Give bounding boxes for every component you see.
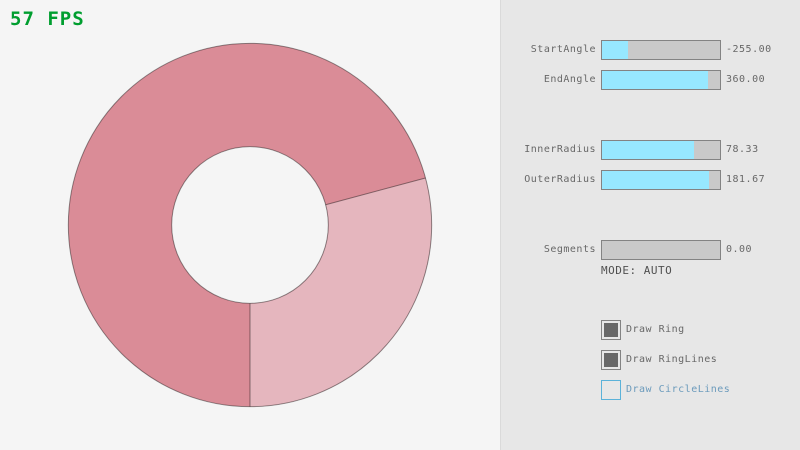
end-angle-slider-fill: [602, 71, 709, 89]
segments-value: 0.00: [726, 244, 753, 255]
slider-row-end-angle: EndAngle 360.00: [501, 70, 800, 90]
slider-row-segments: Segments 0.00: [501, 240, 800, 260]
end-angle-label: EndAngle: [543, 74, 596, 85]
outer-radius-slider[interactable]: [601, 170, 721, 190]
outer-radius-label: OuterRadius: [524, 174, 596, 185]
segments-label: Segments: [543, 244, 596, 255]
draw-ring-checkbox[interactable]: [601, 320, 621, 340]
segments-mode-text: MODE: AUTO: [601, 264, 673, 277]
start-angle-slider-fill: [602, 41, 628, 59]
checkmark-fill: [604, 323, 618, 337]
inner-radius-slider[interactable]: [601, 140, 721, 160]
draw-circlelines-checkbox[interactable]: [601, 380, 621, 400]
draw-ring-label: Draw Ring: [626, 324, 685, 335]
control-panel: StartAngle -255.00 EndAngle 360.00 Inner…: [500, 0, 800, 450]
inner-radius-slider-fill: [602, 141, 695, 159]
draw-circlelines-label: Draw CircleLines: [626, 384, 731, 395]
checkmark-fill: [604, 353, 618, 367]
draw-ringlines-checkbox[interactable]: [601, 350, 621, 370]
end-angle-slider[interactable]: [601, 70, 721, 90]
start-angle-value: -255.00: [726, 44, 772, 55]
inner-radius-value: 78.33: [726, 144, 759, 155]
draw-ringlines-label: Draw RingLines: [626, 354, 718, 365]
start-angle-label: StartAngle: [530, 44, 596, 55]
slider-row-start-angle: StartAngle -255.00: [501, 40, 800, 60]
fps-counter: 57 FPS: [10, 8, 85, 30]
start-angle-slider[interactable]: [601, 40, 721, 60]
outer-radius-slider-fill: [602, 171, 710, 189]
end-angle-value: 360.00: [726, 74, 766, 85]
slider-row-outer-radius: OuterRadius 181.67: [501, 170, 800, 190]
outer-radius-value: 181.67: [726, 174, 766, 185]
inner-radius-label: InnerRadius: [524, 144, 596, 155]
segments-slider[interactable]: [601, 240, 721, 260]
slider-row-inner-radius: InnerRadius 78.33: [501, 140, 800, 160]
